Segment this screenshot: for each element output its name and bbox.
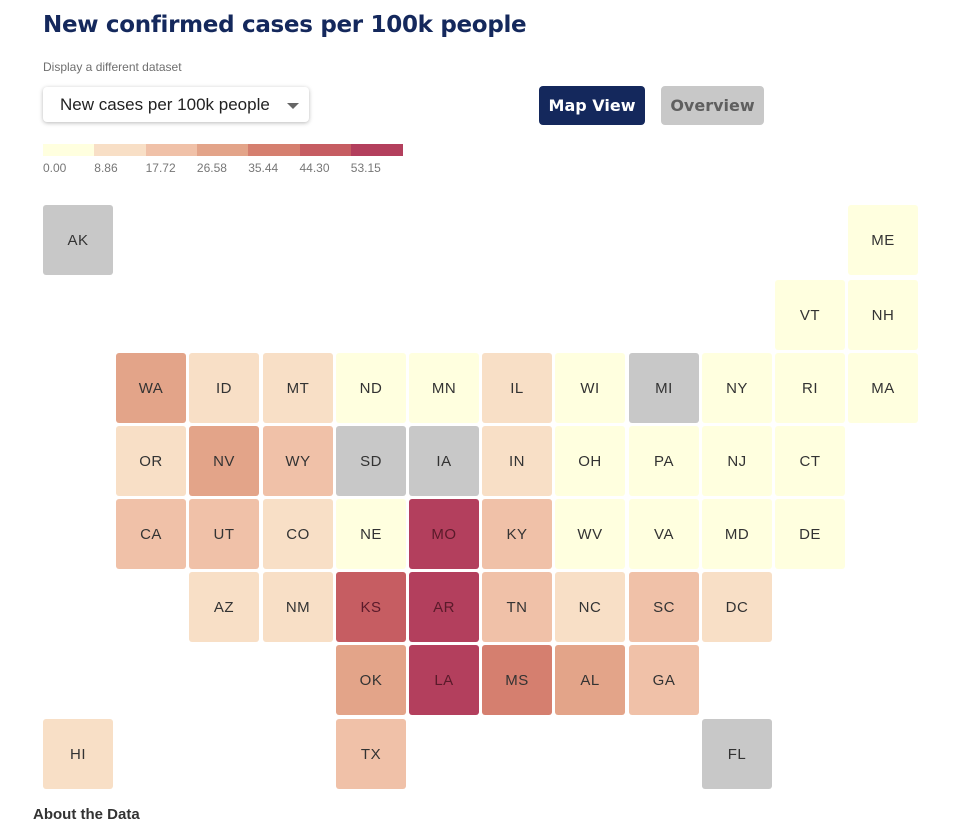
state-tile-tx[interactable]: TX: [336, 719, 406, 789]
color-legend: 0.00 8.86 17.72 26.58 35.44 44.30 53.15: [43, 144, 403, 184]
state-tile-mn[interactable]: MN: [409, 353, 479, 423]
state-tile-nv[interactable]: NV: [189, 426, 259, 496]
state-tile-nm[interactable]: NM: [263, 572, 333, 642]
state-tile-md[interactable]: MD: [702, 499, 772, 569]
state-tile-co[interactable]: CO: [263, 499, 333, 569]
state-tile-wi[interactable]: WI: [555, 353, 625, 423]
state-tile-nc[interactable]: NC: [555, 572, 625, 642]
page-title: New confirmed cases per 100k people: [43, 12, 527, 38]
state-tile-sd[interactable]: SD: [336, 426, 406, 496]
state-tile-az[interactable]: AZ: [189, 572, 259, 642]
legend-swatch: [94, 144, 147, 156]
legend-swatch: [145, 144, 198, 156]
state-tile-nh[interactable]: NH: [848, 280, 918, 350]
state-tile-sc[interactable]: SC: [629, 572, 699, 642]
state-tile-al[interactable]: AL: [555, 645, 625, 715]
state-tile-hi[interactable]: HI: [43, 719, 113, 789]
state-tile-ct[interactable]: CT: [775, 426, 845, 496]
state-tile-ut[interactable]: UT: [189, 499, 259, 569]
state-tile-in[interactable]: IN: [482, 426, 552, 496]
legend-label: 53.15: [350, 161, 381, 175]
state-tile-nd[interactable]: ND: [336, 353, 406, 423]
state-tile-ca[interactable]: CA: [116, 499, 186, 569]
state-tile-mo[interactable]: MO: [409, 499, 479, 569]
state-tile-ma[interactable]: MA: [848, 353, 918, 423]
legend-label: 26.58: [196, 161, 227, 175]
state-tile-or[interactable]: OR: [116, 426, 186, 496]
state-tile-de[interactable]: DE: [775, 499, 845, 569]
overview-button[interactable]: Overview: [661, 86, 764, 125]
dataset-select[interactable]: New cases per 100k people: [43, 87, 309, 122]
state-tile-ia[interactable]: IA: [409, 426, 479, 496]
legend-swatch: [350, 144, 403, 156]
about-the-data-heading[interactable]: About the Data: [33, 806, 140, 823]
legend-swatch: [196, 144, 249, 156]
state-tile-vt[interactable]: VT: [775, 280, 845, 350]
state-tile-wa[interactable]: WA: [116, 353, 186, 423]
state-tile-la[interactable]: LA: [409, 645, 479, 715]
legend-label: 17.72: [145, 161, 176, 175]
legend-swatch: [248, 144, 300, 156]
state-tile-wy[interactable]: WY: [263, 426, 333, 496]
state-tile-mt[interactable]: MT: [263, 353, 333, 423]
state-tile-wv[interactable]: WV: [555, 499, 625, 569]
state-tile-me[interactable]: ME: [848, 205, 918, 275]
state-tile-mi[interactable]: MI: [629, 353, 699, 423]
legend-label: 35.44: [248, 161, 279, 175]
dataset-select-label: Display a different dataset: [43, 60, 182, 74]
state-tile-fl[interactable]: FL: [702, 719, 772, 789]
legend-label: 0.00: [43, 161, 67, 175]
state-tile-tn[interactable]: TN: [482, 572, 552, 642]
state-tile-nj[interactable]: NJ: [702, 426, 772, 496]
legend-swatch: [299, 144, 352, 156]
state-tile-pa[interactable]: PA: [629, 426, 699, 496]
legend-label: 8.86: [94, 161, 118, 175]
state-tile-ar[interactable]: AR: [409, 572, 479, 642]
dataset-select-value: New cases per 100k people: [60, 94, 270, 114]
legend-swatch: [43, 144, 95, 156]
state-tile-ne[interactable]: NE: [336, 499, 406, 569]
state-tile-ms[interactable]: MS: [482, 645, 552, 715]
state-tile-ky[interactable]: KY: [482, 499, 552, 569]
state-tile-ri[interactable]: RI: [775, 353, 845, 423]
state-tile-ks[interactable]: KS: [336, 572, 406, 642]
state-tile-ny[interactable]: NY: [702, 353, 772, 423]
state-tile-il[interactable]: IL: [482, 353, 552, 423]
state-tile-oh[interactable]: OH: [555, 426, 625, 496]
state-tile-ga[interactable]: GA: [629, 645, 699, 715]
state-tile-id[interactable]: ID: [189, 353, 259, 423]
map-view-button[interactable]: Map View: [539, 86, 645, 125]
legend-label: 44.30: [299, 161, 330, 175]
chevron-down-icon: [287, 102, 299, 109]
state-tile-ak[interactable]: AK: [43, 205, 113, 275]
state-tile-dc[interactable]: DC: [702, 572, 772, 642]
state-tile-ok[interactable]: OK: [336, 645, 406, 715]
state-tile-va[interactable]: VA: [629, 499, 699, 569]
